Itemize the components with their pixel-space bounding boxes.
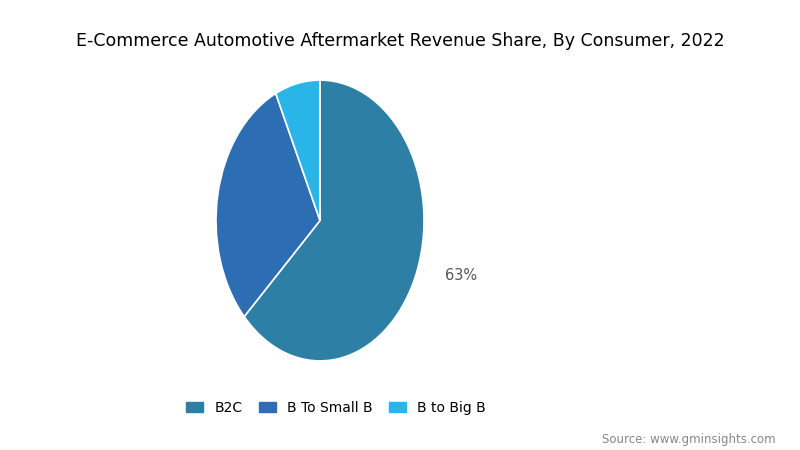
Wedge shape bbox=[216, 94, 320, 317]
Text: E-Commerce Automotive Aftermarket Revenue Share, By Consumer, 2022: E-Commerce Automotive Aftermarket Revenu… bbox=[76, 32, 724, 50]
Wedge shape bbox=[244, 80, 424, 361]
Text: Source: www.gminsights.com: Source: www.gminsights.com bbox=[602, 432, 776, 446]
Wedge shape bbox=[276, 80, 320, 220]
Legend: B2C, B To Small B, B to Big B: B2C, B To Small B, B to Big B bbox=[181, 396, 491, 421]
Text: 63%: 63% bbox=[446, 267, 478, 283]
